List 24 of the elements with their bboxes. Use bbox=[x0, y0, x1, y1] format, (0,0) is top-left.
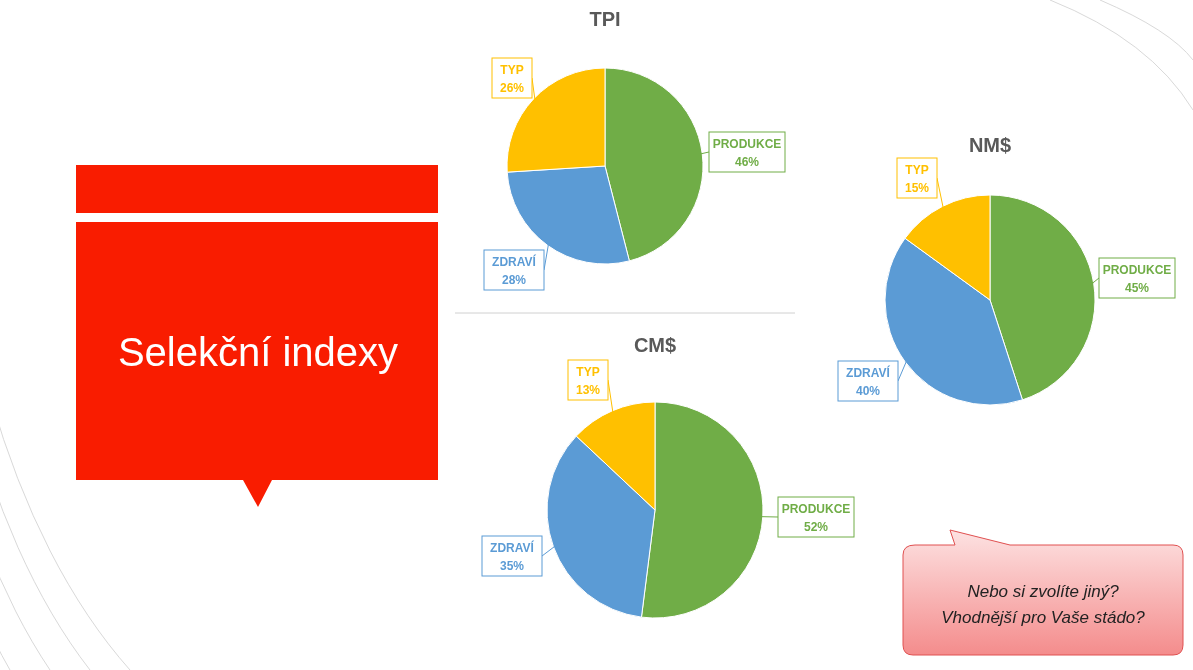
slice-label: ZDRAVÍ bbox=[490, 540, 535, 555]
data-label: 52% bbox=[803, 520, 829, 534]
slice-label: TYP bbox=[500, 63, 524, 77]
chart-title: NM$ bbox=[968, 134, 1012, 156]
data-label: 13% bbox=[575, 383, 601, 397]
data-label: 45% bbox=[1124, 281, 1150, 295]
slice-label: PRODUKCE bbox=[781, 502, 851, 516]
text: Vhodnější pro Vaše stádo? bbox=[941, 608, 1146, 627]
data-label: 35% bbox=[499, 559, 525, 573]
slice-label: PRODUKCE bbox=[1102, 263, 1172, 277]
text: Selekční indexy bbox=[117, 330, 399, 374]
slice-label: PRODUKCE bbox=[712, 137, 782, 151]
data-label: 28% bbox=[501, 273, 527, 287]
slice-label: ZDRAVÍ bbox=[846, 365, 891, 380]
slice-label: TYP bbox=[905, 163, 929, 177]
data-label: 26% bbox=[499, 81, 525, 95]
chart-title: CM$ bbox=[633, 334, 677, 356]
slice-label: TYP bbox=[576, 365, 600, 379]
data-label: 46% bbox=[734, 155, 760, 169]
data-label: 40% bbox=[855, 384, 881, 398]
data-label: 15% bbox=[904, 181, 930, 195]
text: Nebo si zvolíte jiný? bbox=[967, 582, 1120, 601]
chart-title: TPI bbox=[589, 8, 621, 30]
slice-label: ZDRAVÍ bbox=[492, 254, 537, 269]
